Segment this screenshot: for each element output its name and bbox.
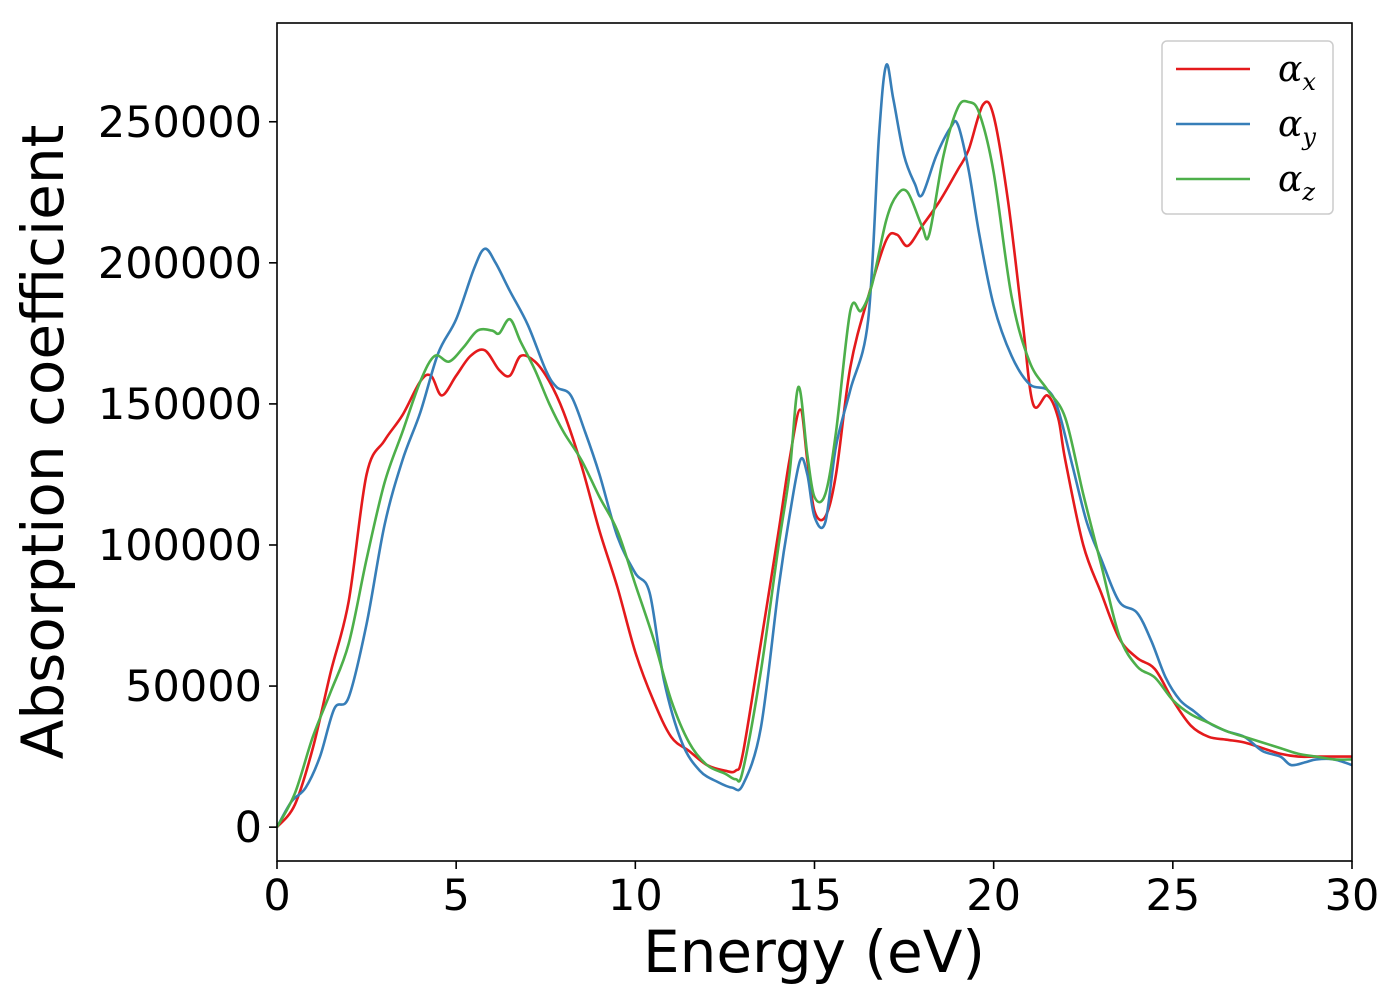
y-tick-label: 100000 bbox=[98, 521, 262, 571]
legend-label-y: αy bbox=[1278, 104, 1316, 151]
x-tick-label: 20 bbox=[966, 871, 1021, 921]
legend-label-z: αz bbox=[1278, 159, 1315, 206]
series-layer bbox=[275, 63, 1353, 829]
y-tick-label: 250000 bbox=[98, 98, 262, 148]
y-axis-title: Absorption coefficient bbox=[9, 125, 77, 760]
series-line-z bbox=[275, 99, 1353, 828]
x-tick-label: 25 bbox=[1145, 871, 1200, 921]
legend-box bbox=[1161, 40, 1334, 215]
y-tick-label: 50000 bbox=[125, 662, 262, 712]
legend-label-x: αx bbox=[1278, 49, 1316, 96]
series-line-y bbox=[275, 63, 1353, 828]
legend: αx αy αz bbox=[1161, 40, 1334, 215]
x-tick-label: 0 bbox=[263, 871, 290, 921]
y-tick-label: 150000 bbox=[98, 380, 262, 430]
x-tick-label: 30 bbox=[1325, 871, 1380, 921]
x-tick-label: 10 bbox=[608, 871, 663, 921]
x-axis: 0 5 10 15 20 25 30 bbox=[263, 861, 1379, 921]
y-axis: 0 50000 100000 150000 200000 250000 bbox=[98, 98, 277, 853]
x-tick-label: 15 bbox=[787, 871, 842, 921]
y-tick-label: 0 bbox=[235, 803, 262, 853]
x-axis-title: Energy (eV) bbox=[643, 918, 985, 986]
x-tick-label: 5 bbox=[442, 871, 469, 921]
y-tick-label: 200000 bbox=[98, 239, 262, 289]
